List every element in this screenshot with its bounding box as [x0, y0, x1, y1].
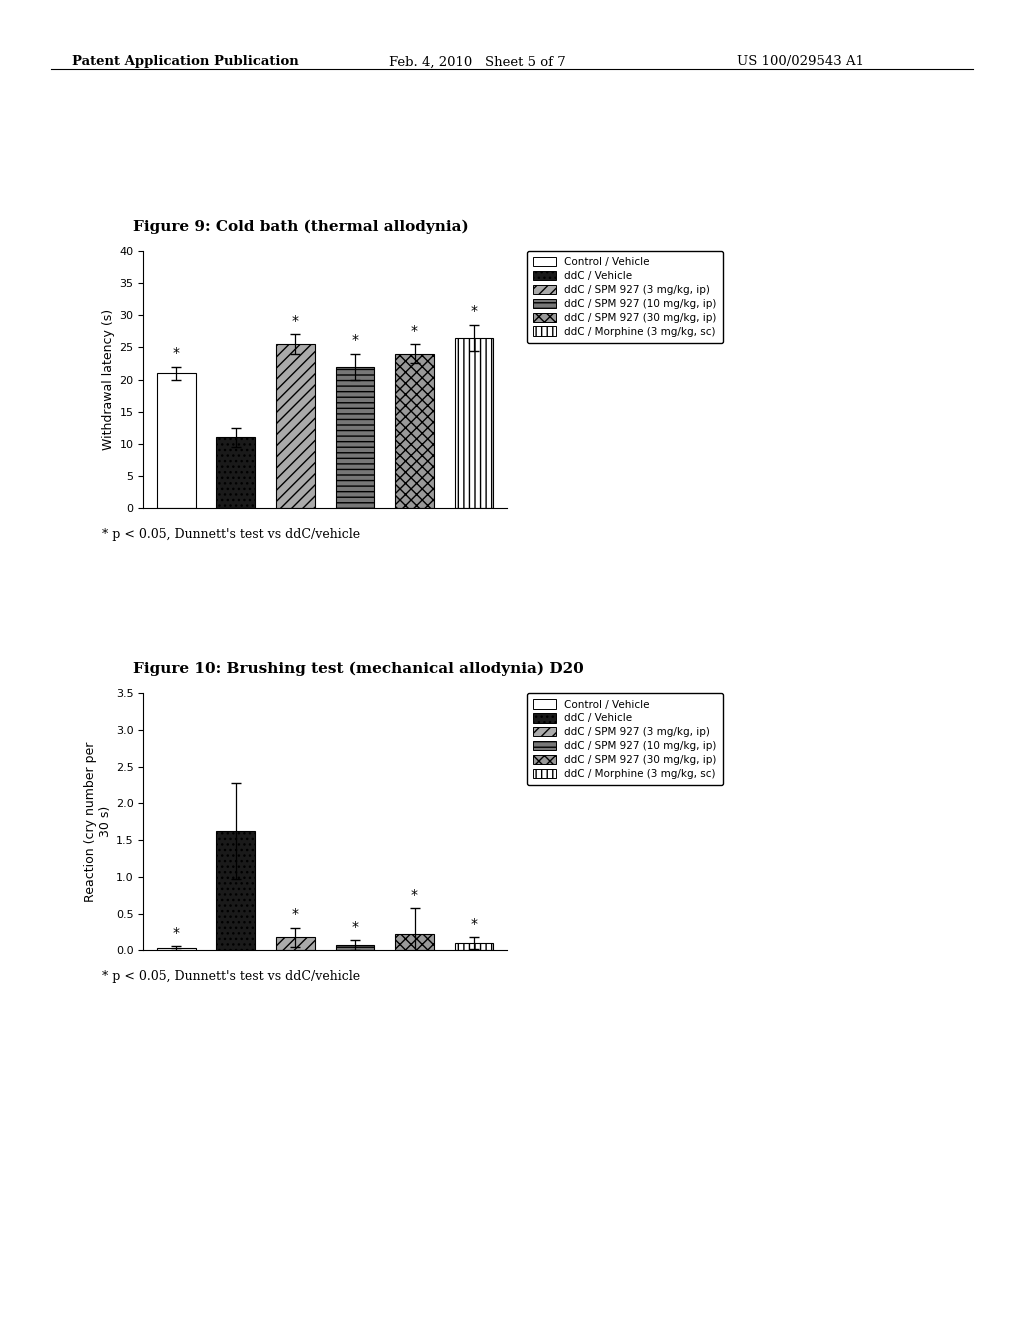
Text: *: * [471, 305, 477, 318]
Y-axis label: Withdrawal latency (s): Withdrawal latency (s) [102, 309, 116, 450]
Text: US 100/029543 A1: US 100/029543 A1 [737, 55, 864, 69]
Legend: Control / Vehicle, ddC / Vehicle, ddC / SPM 927 (3 mg/kg, ip), ddC / SPM 927 (10: Control / Vehicle, ddC / Vehicle, ddC / … [526, 693, 723, 785]
Text: *: * [411, 323, 418, 338]
Bar [275, 937, 314, 950]
Bar [395, 354, 434, 508]
Text: * p < 0.05, Dunnett's test vs ddC/vehicle: * p < 0.05, Dunnett's test vs ddC/vehicl… [102, 970, 360, 983]
Bar [455, 942, 494, 950]
Bar [336, 367, 375, 508]
Legend: Control / Vehicle, ddC / Vehicle, ddC / SPM 927 (3 mg/kg, ip), ddC / SPM 927 (10: Control / Vehicle, ddC / Vehicle, ddC / … [526, 251, 723, 343]
Bar [157, 374, 196, 508]
Text: Feb. 4, 2010   Sheet 5 of 7: Feb. 4, 2010 Sheet 5 of 7 [389, 55, 566, 69]
Text: Figure 10: Brushing test (mechanical allodynia) D20: Figure 10: Brushing test (mechanical all… [133, 661, 584, 676]
Text: *: * [292, 907, 299, 921]
Text: *: * [351, 334, 358, 347]
Text: Figure 9: Cold bath (thermal allodynia): Figure 9: Cold bath (thermal allodynia) [133, 219, 469, 234]
Text: *: * [471, 916, 477, 931]
Bar [157, 948, 196, 950]
Text: *: * [292, 314, 299, 327]
Bar [275, 345, 314, 508]
Y-axis label: Reaction (cry number per
30 s): Reaction (cry number per 30 s) [84, 742, 112, 902]
Text: * p < 0.05, Dunnett's test vs ddC/vehicle: * p < 0.05, Dunnett's test vs ddC/vehicl… [102, 528, 360, 541]
Text: Patent Application Publication: Patent Application Publication [72, 55, 298, 69]
Bar [455, 338, 494, 508]
Bar [336, 945, 375, 950]
Text: *: * [411, 888, 418, 902]
Text: *: * [173, 346, 179, 360]
Bar [395, 935, 434, 950]
Text: *: * [351, 920, 358, 933]
Bar [216, 437, 255, 508]
Bar [216, 832, 255, 950]
Text: *: * [173, 925, 179, 940]
